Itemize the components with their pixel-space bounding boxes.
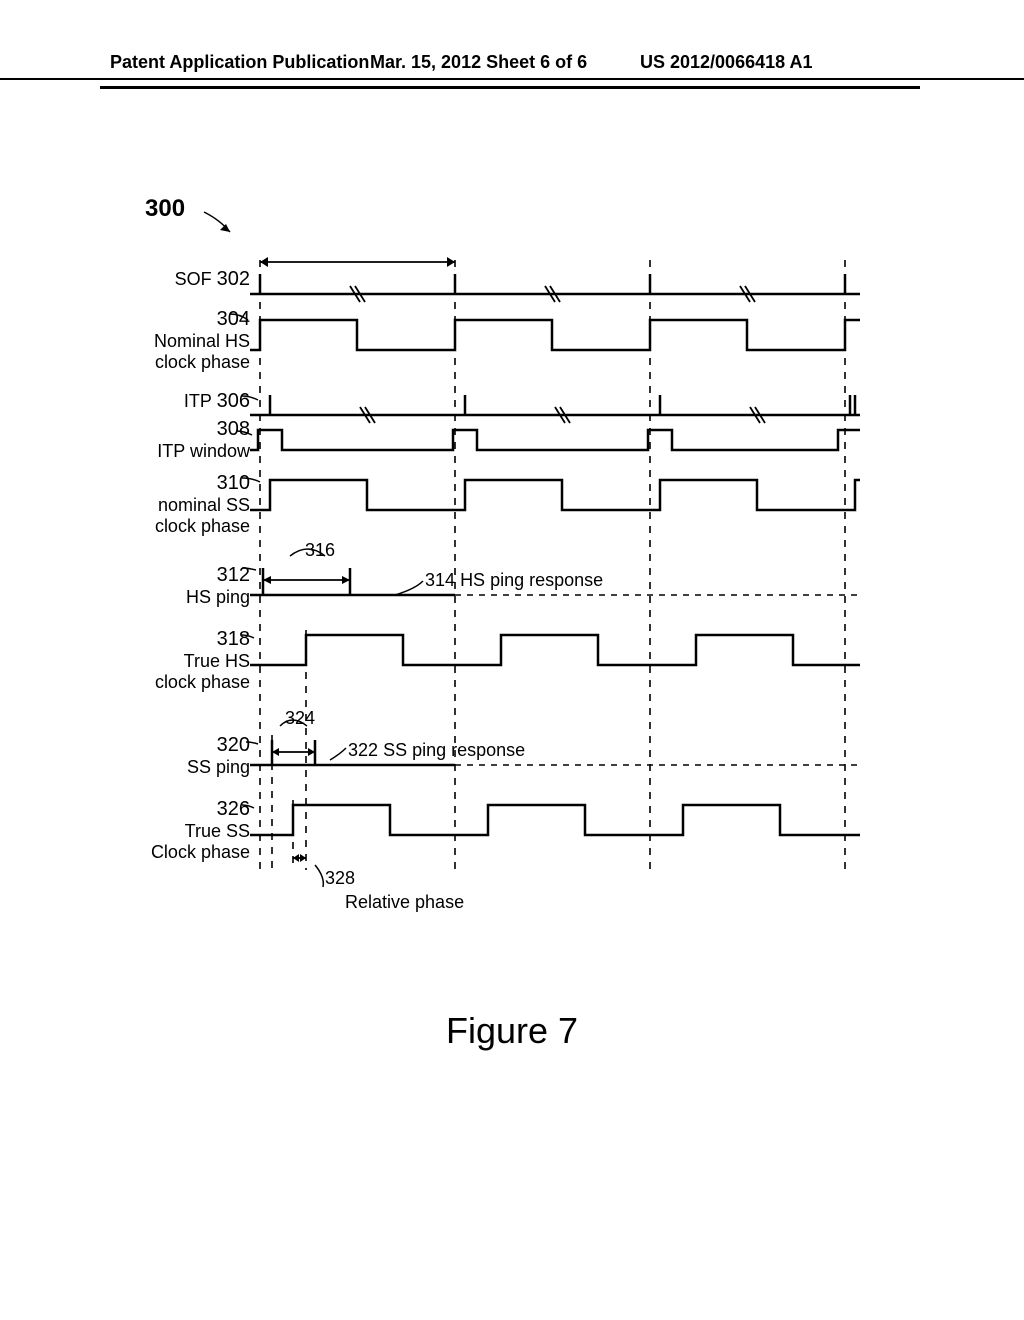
label-hsping: 312 HS ping xyxy=(186,564,250,608)
row-nomss xyxy=(242,478,860,510)
vertical-guides xyxy=(260,260,845,870)
label-322: 322 SS ping response xyxy=(348,740,525,761)
header-rule xyxy=(100,86,920,89)
ref-300-arrow xyxy=(202,210,242,240)
row-itpwin xyxy=(236,430,860,450)
header-center: Mar. 15, 2012 Sheet 6 of 6 xyxy=(370,52,587,73)
row-sof xyxy=(250,274,860,302)
label-316: 316 xyxy=(305,540,335,561)
row-truess xyxy=(242,800,860,870)
header-left: Patent Application Publication xyxy=(110,52,369,73)
relative-phase-arrow xyxy=(293,854,323,887)
page: Patent Application Publication Mar. 15, … xyxy=(0,0,1024,1320)
header: Patent Application Publication Mar. 15, … xyxy=(0,78,1024,86)
label-relphase: Relative phase xyxy=(345,892,464,913)
header-right: US 2012/0066418 A1 xyxy=(640,52,812,73)
label-itpwin: 308 ITP window xyxy=(157,418,250,462)
label-324: 324 xyxy=(285,708,315,729)
label-314: 314 HS ping response xyxy=(425,570,603,591)
ref-300: 300 xyxy=(145,195,185,223)
row-truehs xyxy=(242,630,860,870)
label-sof: SOF 302 xyxy=(175,268,250,291)
row-nomhs xyxy=(230,314,860,350)
label-nomss: 310 nominal SS clock phase xyxy=(155,472,250,536)
label-truehs: 318 True HS clock phase xyxy=(155,628,250,692)
label-ssping: 320 SS ping xyxy=(187,734,250,778)
row-itp xyxy=(242,395,860,423)
timing-diagram: SOF 302 304 Nominal HS clock phase ITP 3… xyxy=(130,250,890,950)
label-truess: 326 True SS Clock phase xyxy=(151,798,250,862)
label-328: 328 xyxy=(325,868,355,889)
row-ssping xyxy=(246,720,860,870)
label-itp: ITP 306 xyxy=(184,390,250,413)
sof-period-arrow xyxy=(260,257,455,267)
figure-title: Figure 7 xyxy=(0,1010,1024,1052)
label-nomhs: 304 Nominal HS clock phase xyxy=(154,308,250,372)
